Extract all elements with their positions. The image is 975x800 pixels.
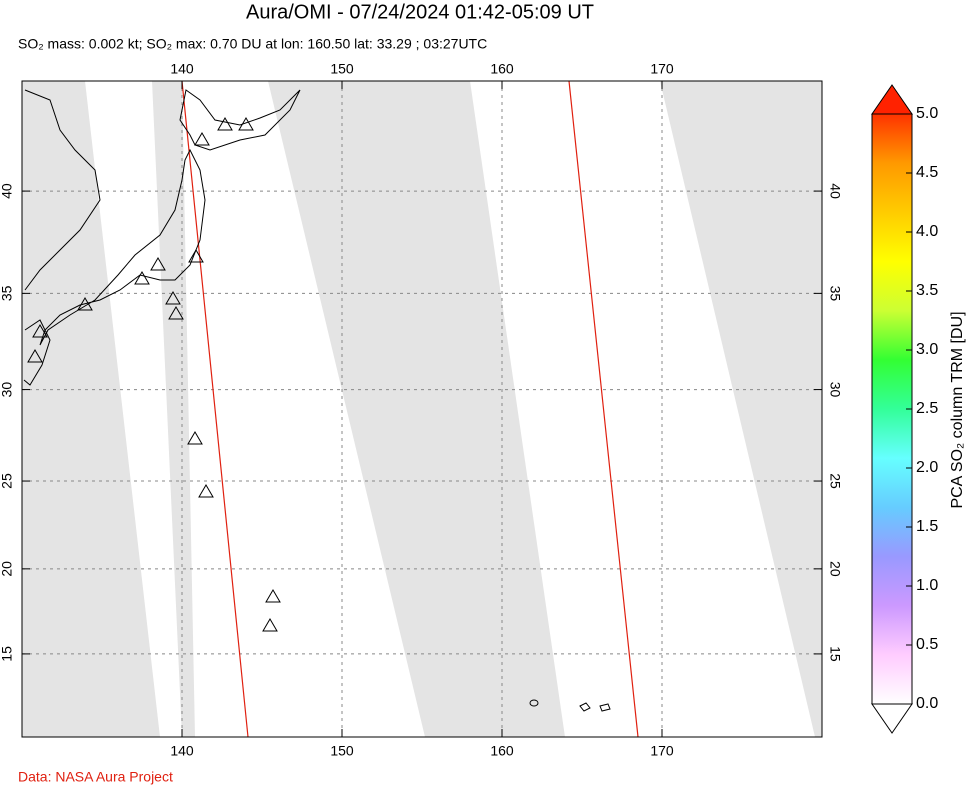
y-tick-label: 25 [0,473,15,489]
y-tick-label: 25 [827,473,843,489]
coastline [39,148,206,346]
y-tick-label: 35 [0,285,15,301]
coastline [23,319,51,386]
y-tick-label: 15 [0,646,15,662]
colorbar-tick-label: 4.0 [916,223,938,240]
x-tick-label: 160 [490,743,514,759]
coastline [529,699,611,712]
colorbar-tick-label: 1.5 [916,518,938,535]
y-tick-label: 20 [827,561,843,577]
x-tick-label: 150 [330,743,354,759]
orbit-edge [181,80,249,738]
x-tick-label: 170 [650,743,674,759]
volcano [27,117,281,632]
colorbar-tick-label: 4.5 [916,164,938,181]
x-tick-label: 140 [170,61,194,77]
colorbar [871,113,913,705]
colorbar-tick-label: 0.0 [916,695,938,712]
colorbar-label: PCA SO₂ column TRM [DU] [949,311,966,508]
colorbar-tick-label: 0.5 [916,636,938,653]
y-tick-label: 15 [827,646,843,662]
colorbar-max-arrow [871,84,913,115]
swath-gap [660,81,822,737]
y-tick-label: 30 [0,382,15,398]
swath-gap [22,81,160,737]
title: Aura/OMI - 07/24/2024 01:42-05:09 UT [246,1,594,23]
colorbar-tick-label: 2.5 [916,400,938,417]
y-tick-label: 40 [0,183,15,199]
colorbar-min-arrow [871,703,913,734]
x-tick-label: 150 [330,61,354,77]
colorbar-tick-label: 2.0 [916,459,938,476]
coastlines [23,89,611,712]
colorbar-tick-label: 3.5 [916,282,938,299]
x-tick-label: 170 [650,61,674,77]
x-tick-label: 140 [170,743,194,759]
grid [22,81,822,737]
swath [85,81,182,737]
x-tick-label: 160 [490,61,514,77]
colorbar-tick-label: 1.0 [916,577,938,594]
swath-gap [268,81,565,737]
orbit-edge [568,80,639,738]
y-tick-label: 30 [827,382,843,398]
swath-gaps [22,81,822,737]
y-tick-label: 35 [827,286,843,302]
coastline [24,89,101,291]
map-frame [21,80,823,738]
colorbar-tick-label: 5.0 [916,105,938,122]
y-tick-label: 20 [0,561,15,577]
colorbar-tick-label: 3.0 [916,341,938,358]
credit: Data: NASA Aura Project [18,769,173,785]
y-tick-label: 40 [827,183,843,199]
volcanoes [27,117,281,632]
subtitle: SO₂ mass: 0.002 kt; SO₂ max: 0.70 DU at … [18,36,487,52]
orbit-edges [181,80,639,738]
